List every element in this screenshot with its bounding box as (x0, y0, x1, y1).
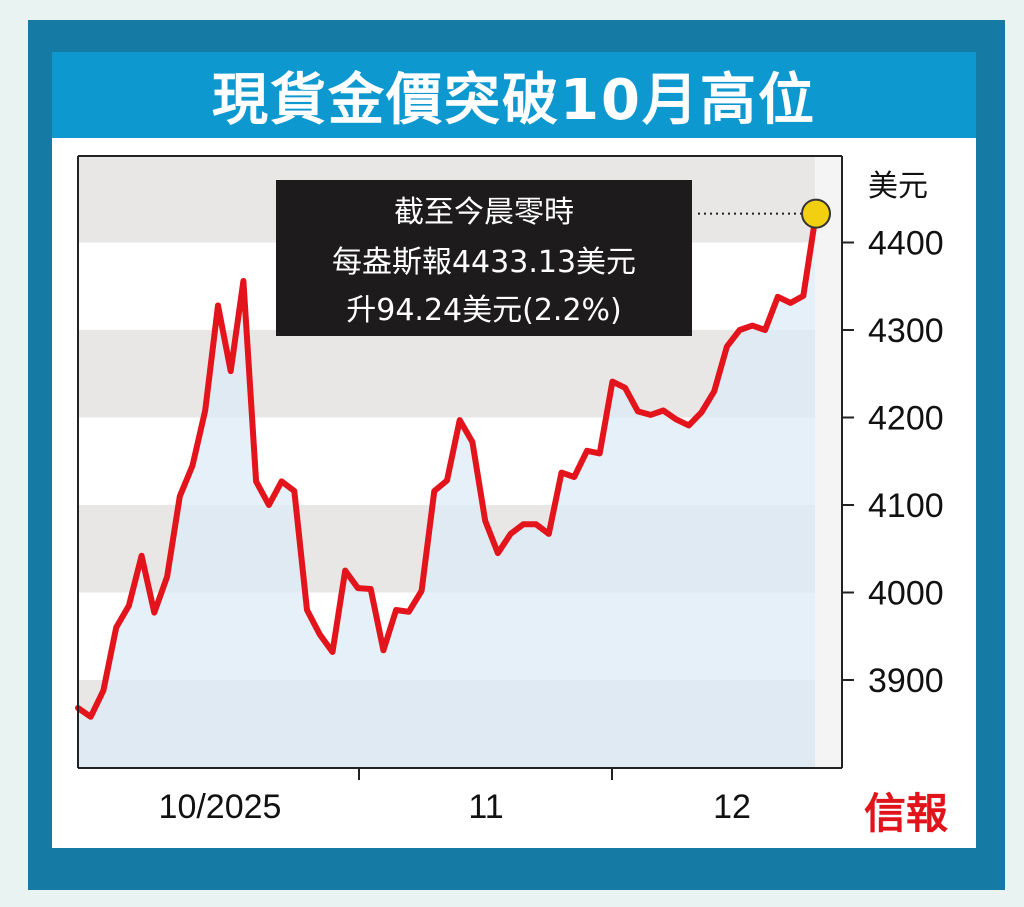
annotation-line-1: 截至今晨零時 (394, 195, 574, 230)
y-ticks: 4400 4300 4200 4100 4000 3900 (842, 225, 944, 700)
annotation-box (276, 180, 692, 336)
hkej-logo: 信報 (864, 789, 948, 838)
y-unit-label: 美元 (868, 169, 928, 204)
annotation-line-2: 每盎斯報4433.13美元 (332, 245, 636, 280)
plot-right-strip (815, 156, 842, 768)
latest-point-marker (801, 198, 831, 229)
x-label-oct: 10/2025 (159, 788, 282, 826)
y-tick-label: 4100 (868, 487, 944, 525)
x-label-nov: 11 (468, 788, 503, 826)
x-label-dec: 12 (713, 788, 751, 826)
y-tick-label: 4400 (868, 225, 944, 263)
title-bar: 現貨金價突破10月高位 (52, 52, 976, 138)
chart-title: 現貨金價突破10月高位 (212, 67, 816, 133)
y-tick-label: 4000 (868, 575, 944, 613)
y-tick-label: 3900 (868, 662, 944, 700)
y-tick-label: 4300 (868, 312, 944, 350)
price-line (75, 210, 819, 720)
y-tick-label: 4200 (868, 400, 944, 438)
annotation-line-3: 升94.24美元(2.2%) (346, 293, 622, 328)
price-area-fill (78, 213, 816, 769)
